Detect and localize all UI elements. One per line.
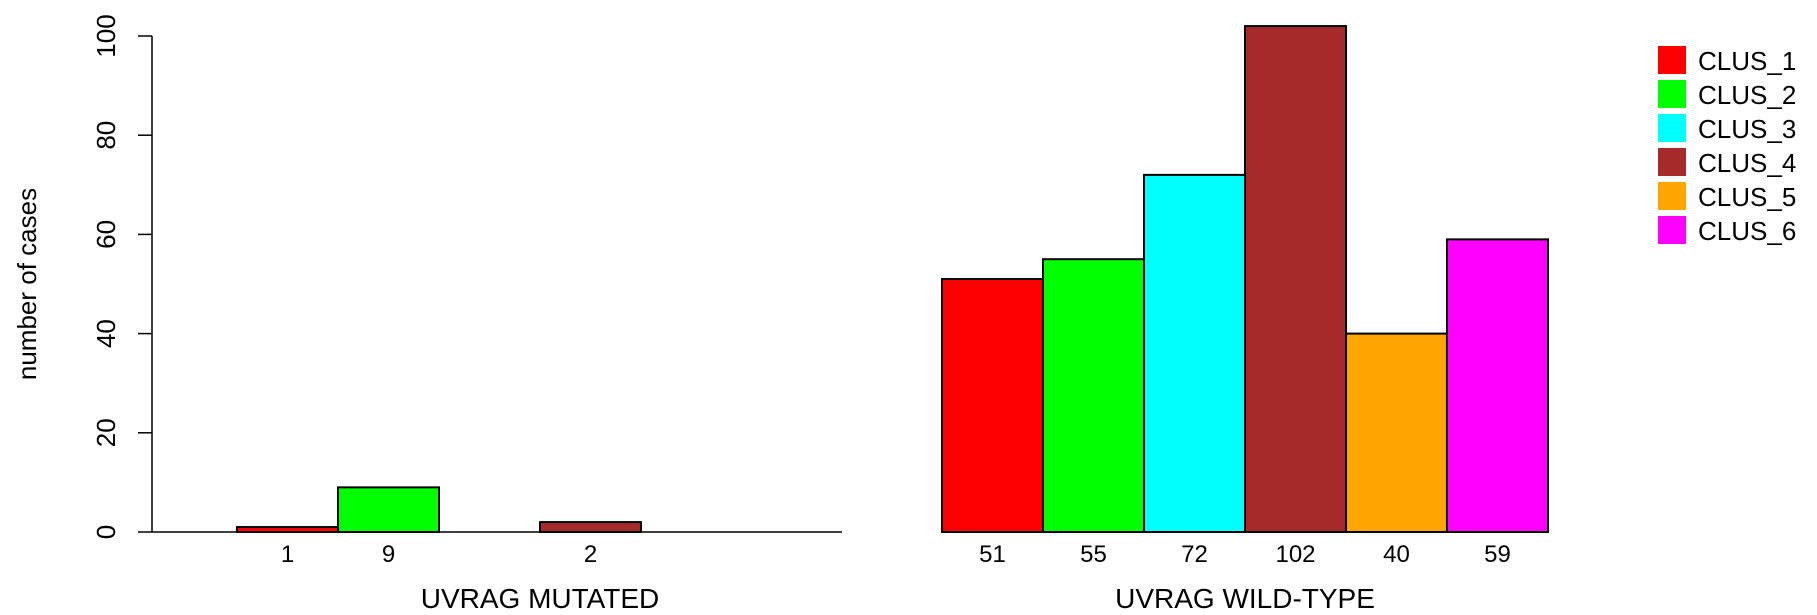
group-label: UVRAG WILD-TYPE [1115,583,1375,614]
bar-group: 51 55 72 102 40 59 UVRAG WILD-TYPE [941,25,1549,614]
bar-value-label: 72 [1181,541,1208,568]
y-tick-label: 60 [91,220,121,249]
bar-value-label: 59 [1484,541,1511,568]
bar [539,521,642,534]
legend-item: CLUS_2 [1658,80,1796,110]
y-tick-label: 40 [91,319,121,348]
bar [1143,173,1246,533]
bar [941,278,1044,534]
y-tick-label: 100 [91,14,121,57]
bar-value-label: 1 [281,541,294,568]
bar-groups: 1 9 2 UVRAG MUTATED 51 55 72 102 40 59 UVRAG WILD-… [152,25,1549,614]
legend-item: CLUS_1 [1658,46,1796,76]
legend-label: CLUS_3 [1698,114,1796,144]
group-label: UVRAG MUTATED [421,583,660,614]
legend-label: CLUS_5 [1698,182,1796,212]
legend-swatch [1658,46,1686,74]
bar [1345,332,1448,533]
bar [1446,238,1549,534]
bar-value-label: 40 [1383,541,1410,568]
bar [1042,258,1145,533]
y-axis-label: number of cases [12,188,42,380]
legend-label: CLUS_1 [1698,46,1796,76]
legend-swatch [1658,182,1686,210]
legend-swatch [1658,216,1686,244]
bar [1244,25,1347,534]
legend-label: CLUS_2 [1698,80,1796,110]
y-tick-label: 0 [91,525,121,539]
bar-value-label: 9 [382,541,395,568]
bar-value-label: 55 [1080,541,1107,568]
legend: CLUS_1 CLUS_2 CLUS_3 CLUS_4 CLUS_5 CLUS_6 [1658,46,1796,246]
legend-label: CLUS_6 [1698,216,1796,246]
bar-value-label: 51 [979,541,1006,568]
bar [337,486,440,533]
bar-group: 1 9 2 UVRAG MUTATED [152,486,842,614]
legend-swatch [1658,80,1686,108]
legend-item: CLUS_6 [1658,216,1796,246]
bar-value-label: 2 [584,541,597,568]
legend-label: CLUS_4 [1698,148,1796,178]
y-tick-label: 20 [91,418,121,447]
bar [236,526,339,533]
y-tick-label: 80 [91,121,121,150]
bar-value-label: 102 [1275,541,1315,568]
legend-swatch [1658,114,1686,142]
legend-item: CLUS_3 [1658,114,1796,144]
y-axis: 0 20 40 60 80 100 [91,14,153,539]
legend-item: CLUS_4 [1658,148,1796,178]
legend-swatch [1658,148,1686,176]
legend-item: CLUS_5 [1658,182,1796,212]
